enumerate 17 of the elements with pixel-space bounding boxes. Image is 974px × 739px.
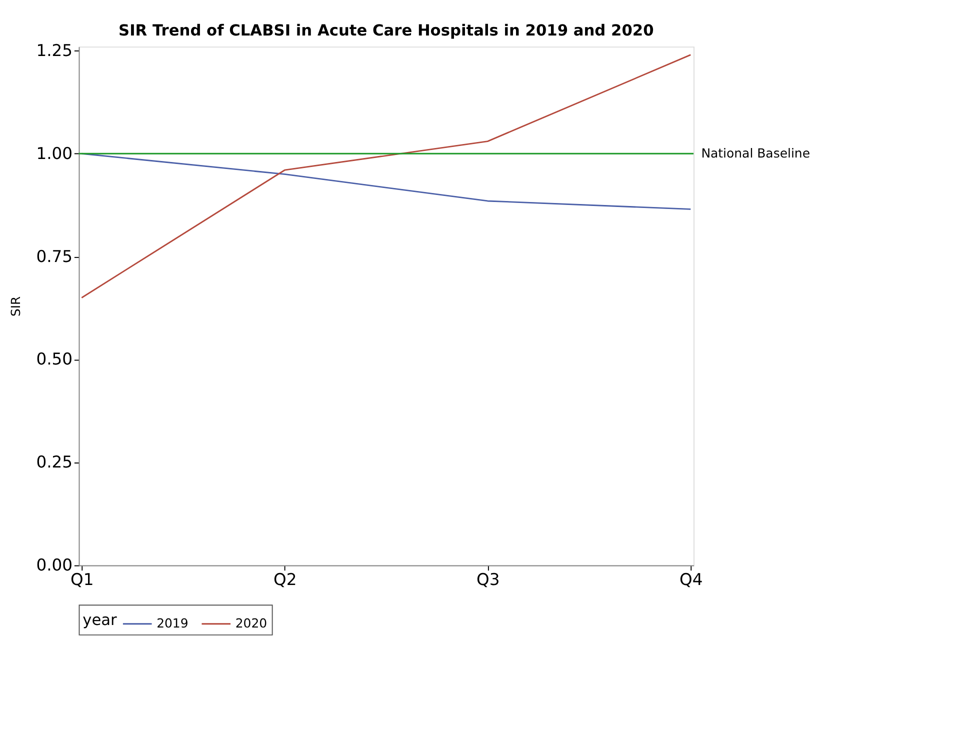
x-tick-label: Q2 xyxy=(274,570,297,589)
y-axis-title: SIR xyxy=(8,296,23,317)
x-tick-label: Q3 xyxy=(476,570,500,589)
x-tick-label: Q4 xyxy=(680,570,703,589)
ref-line-label: National Baseline xyxy=(701,145,810,160)
y-tick-label: 0.00 xyxy=(36,556,73,575)
x-tick-label: Q1 xyxy=(70,570,94,589)
y-tick-label: 0.75 xyxy=(36,246,73,266)
y-tick-label: 1.00 xyxy=(36,144,73,163)
line-series xyxy=(80,54,692,298)
y-tick-label: 1.25 xyxy=(36,40,73,60)
legend-label: 2019 xyxy=(156,616,188,631)
y-tick-label: 0.50 xyxy=(36,350,73,369)
legend-label: 2020 xyxy=(235,616,268,631)
legend-title: year xyxy=(82,610,118,629)
y-tick-label: 0.25 xyxy=(36,452,73,472)
chart-title: SIR Trend of CLABSI in Acute Care Hospitals in 2019 and 2020 xyxy=(118,21,654,40)
